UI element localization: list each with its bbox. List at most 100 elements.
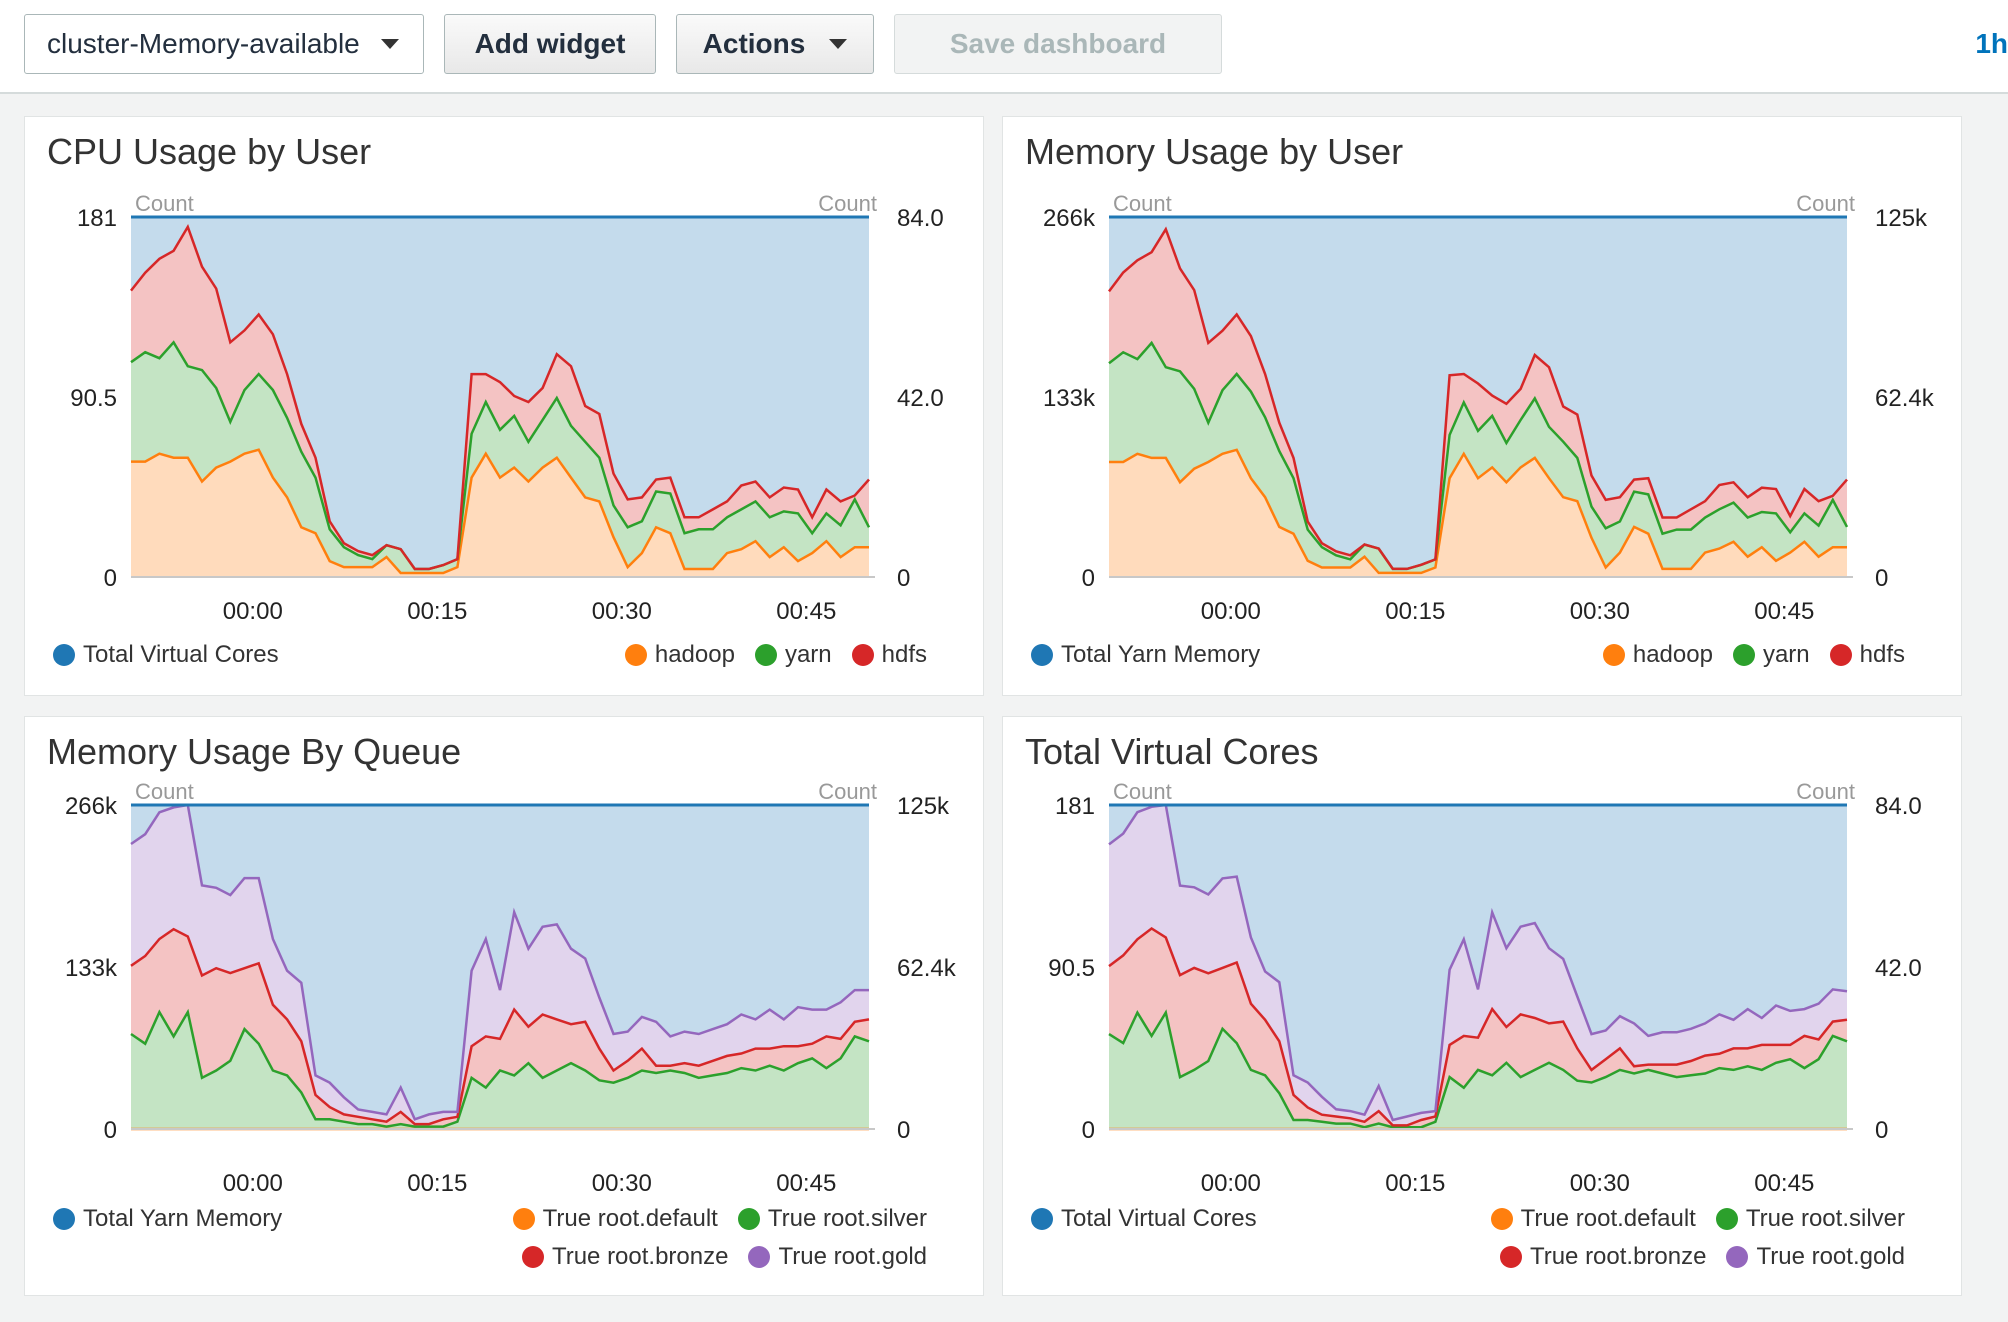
legend-item-label: True root.default	[1520, 1205, 1696, 1232]
series-line-true-root-gold	[1108, 803, 1848, 1122]
left-tick-label: 0	[1082, 1117, 1095, 1144]
area-chart[interactable]: Count Count 181 90.5 0 84.0 42.0 0 00:00 00:15 00:…	[25, 117, 985, 697]
widget-total-virtual-cores[interactable]: Total Virtual Cores Count Count 181 90.5 0 84…	[1002, 716, 1962, 1296]
legend-total[interactable]: Total Virtual Cores	[1031, 1205, 1257, 1233]
legend-item[interactable]: yarn	[1732, 641, 1810, 669]
series-line-true-root-silver	[130, 1008, 870, 1128]
legend-series: hadoop yarn hdfs	[624, 641, 927, 669]
legend-item[interactable]: hdfs	[1829, 641, 1905, 669]
dashboard-select-value: cluster-Memory-available	[47, 28, 360, 59]
area-chart[interactable]: Count Count 181 90.5 0 84.0 42.0 0 00:00 00:15 00:…	[1003, 717, 1963, 1297]
x-tick-label: 00:15	[407, 1170, 467, 1197]
legend-item-label: hadoop	[654, 641, 735, 668]
x-tick-label: 00:30	[1570, 598, 1630, 625]
widget-memory-usage-by-user[interactable]: Memory Usage by User Count Count 266k 133k 0…	[1002, 116, 1962, 696]
x-tick-label: 00:30	[592, 598, 652, 625]
x-tick-label: 00:45	[776, 1170, 836, 1197]
legend-swatch	[1602, 644, 1625, 666]
series-line-yarn	[130, 340, 871, 571]
x-tick-label: 00:00	[223, 1170, 283, 1197]
right-tick-label: 0	[897, 1117, 910, 1144]
legend-item[interactable]: True root.gold	[748, 1243, 927, 1271]
legend-total[interactable]: Total Yarn Memory	[53, 1205, 282, 1233]
x-tick-label: 00:15	[1385, 1170, 1445, 1197]
legend-item[interactable]: True root.bronze	[521, 1243, 728, 1271]
legend-total-label: Total Yarn Memory	[1061, 641, 1261, 668]
legend-swatch	[748, 1246, 771, 1268]
legend-item-label: True root.gold	[1756, 1243, 1905, 1270]
right-axis-label: Count	[818, 779, 877, 804]
legend-item-label: True root.gold	[778, 1243, 927, 1270]
legend-item[interactable]: yarn	[754, 641, 832, 669]
right-tick-label: 84.0	[1875, 793, 1922, 820]
legend-swatch	[624, 644, 647, 666]
left-tick-label: 133k	[1043, 385, 1096, 412]
legend-item[interactable]: True root.default	[512, 1205, 718, 1233]
legend-total-label: Total Yarn Memory	[83, 1205, 283, 1232]
widget-memory-usage-by-queue[interactable]: Memory Usage By Queue Count Count 266k 133k…	[24, 716, 984, 1296]
legend-row: True root.default True root.silver	[512, 1205, 927, 1233]
legend-item[interactable]: True root.silver	[737, 1205, 927, 1233]
x-tick-label: 00:45	[1754, 1170, 1814, 1197]
left-tick-label: 266k	[1043, 205, 1096, 232]
legend-item-label: yarn	[784, 641, 832, 668]
right-tick-label: 125k	[1875, 205, 1928, 232]
save-dashboard-button[interactable]: Save dashboard	[894, 14, 1222, 74]
right-tick-label: 42.0	[897, 385, 944, 412]
right-tick-label: 0	[1875, 565, 1888, 592]
chevron-down-icon	[381, 39, 399, 49]
area-chart[interactable]: Count Count 266k 133k 0 125k 62.4k 0 00:00 00:15 0…	[25, 717, 985, 1297]
legend-total[interactable]: Total Virtual Cores	[53, 641, 279, 669]
series-line-true-root-bronze	[130, 927, 870, 1126]
left-tick-label: 90.5	[70, 385, 117, 412]
series-area-true-root-bronze	[131, 929, 869, 1127]
legend-total-label: Total Virtual Cores	[83, 641, 279, 668]
legend-swatch	[1726, 1246, 1749, 1268]
series-area-true-root-gold	[1109, 805, 1847, 1126]
dashboard-toolbar: cluster-Memory-available Add widget Acti…	[0, 0, 2008, 94]
series-line-hadoop	[131, 448, 869, 575]
actions-button-label: Actions	[702, 28, 806, 59]
legend-item[interactable]: True root.bronze	[1499, 1243, 1706, 1271]
right-axis-label: Count	[1796, 191, 1855, 216]
series-area-true-root-bronze	[1109, 928, 1847, 1128]
left-tick-label: 266k	[65, 793, 118, 820]
x-tick-label: 00:00	[223, 598, 283, 625]
time-range-link[interactable]: 1h	[1975, 28, 2008, 59]
legend-swatch	[1490, 1208, 1513, 1230]
series-area-hdfs	[131, 226, 869, 569]
legend-item[interactable]: hadoop	[624, 641, 735, 669]
legend-item[interactable]: True root.gold	[1726, 1243, 1905, 1271]
series-line-hdfs	[1108, 226, 1848, 571]
left-tick-label: 181	[77, 205, 117, 232]
legend-swatch	[737, 1208, 760, 1230]
series-area-hadoop	[1109, 449, 1847, 577]
legend-item[interactable]: hadoop	[1602, 641, 1713, 669]
legend-item[interactable]: True root.default	[1490, 1205, 1696, 1233]
dashboard-select[interactable]: cluster-Memory-available	[24, 14, 424, 74]
series-area-yarn	[131, 342, 869, 573]
legend-total-label: Total Virtual Cores	[1061, 1205, 1257, 1232]
add-widget-button[interactable]: Add widget	[444, 14, 656, 74]
left-tick-label: 90.5	[1048, 955, 1095, 982]
legend-swatch	[1829, 644, 1852, 666]
legend-series: True root.default True root.silver True ro…	[512, 1205, 927, 1271]
legend-item[interactable]: True root.silver	[1715, 1205, 1905, 1233]
legend-total[interactable]: Total Yarn Memory	[1031, 641, 1260, 669]
left-tick-label: 0	[1082, 565, 1095, 592]
right-tick-label: 0	[1875, 1117, 1888, 1144]
legend-swatch	[1732, 644, 1755, 666]
legend-item-label: True root.silver	[1745, 1205, 1905, 1232]
actions-button[interactable]: Actions	[676, 14, 874, 74]
legend-item[interactable]: hdfs	[851, 641, 927, 669]
x-tick-label: 00:45	[1754, 598, 1814, 625]
area-chart[interactable]: Count Count 266k 133k 0 125k 62.4k 0 00:00 00:15 0…	[1003, 117, 1963, 697]
right-tick-label: 125k	[897, 793, 950, 820]
widget-cpu-usage-by-user[interactable]: CPU Usage by User Count Count 181 90.5 0 84.0…	[24, 116, 984, 696]
series-area-true-root-gold	[131, 805, 869, 1125]
series-line-yarn	[1108, 340, 1849, 571]
series-area-hadoop	[131, 449, 869, 577]
x-tick-label: 00:00	[1201, 1170, 1261, 1197]
legend-item-label: True root.default	[542, 1205, 718, 1232]
legend-swatch	[1031, 1208, 1053, 1230]
